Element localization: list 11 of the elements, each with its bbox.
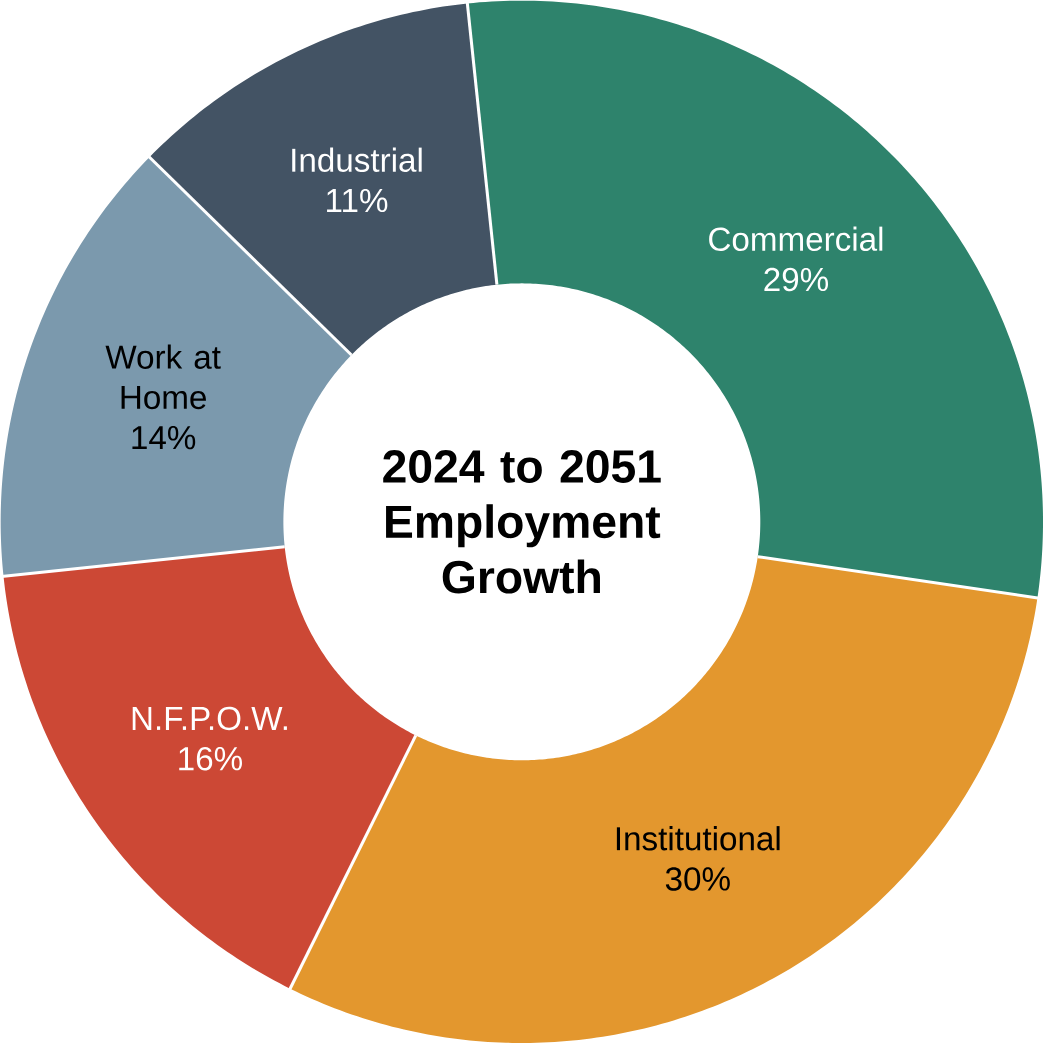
slice-label: Institutional <box>616 826 780 851</box>
slice-label: Industrial <box>292 147 422 173</box>
data-label: 11% <box>327 188 388 213</box>
data-label: 14% <box>132 426 196 450</box>
slice-label: Work at Home <box>105 344 221 410</box>
text: 2024 to 2051 Employment Growth <box>383 450 661 594</box>
slice-label: N.F.P.O.W. <box>132 706 287 731</box>
data-label: 16% <box>179 746 242 771</box>
data-label: 29% <box>764 267 829 292</box>
slice-label: Commercial <box>709 226 883 252</box>
data-label: 30% <box>665 867 730 891</box>
